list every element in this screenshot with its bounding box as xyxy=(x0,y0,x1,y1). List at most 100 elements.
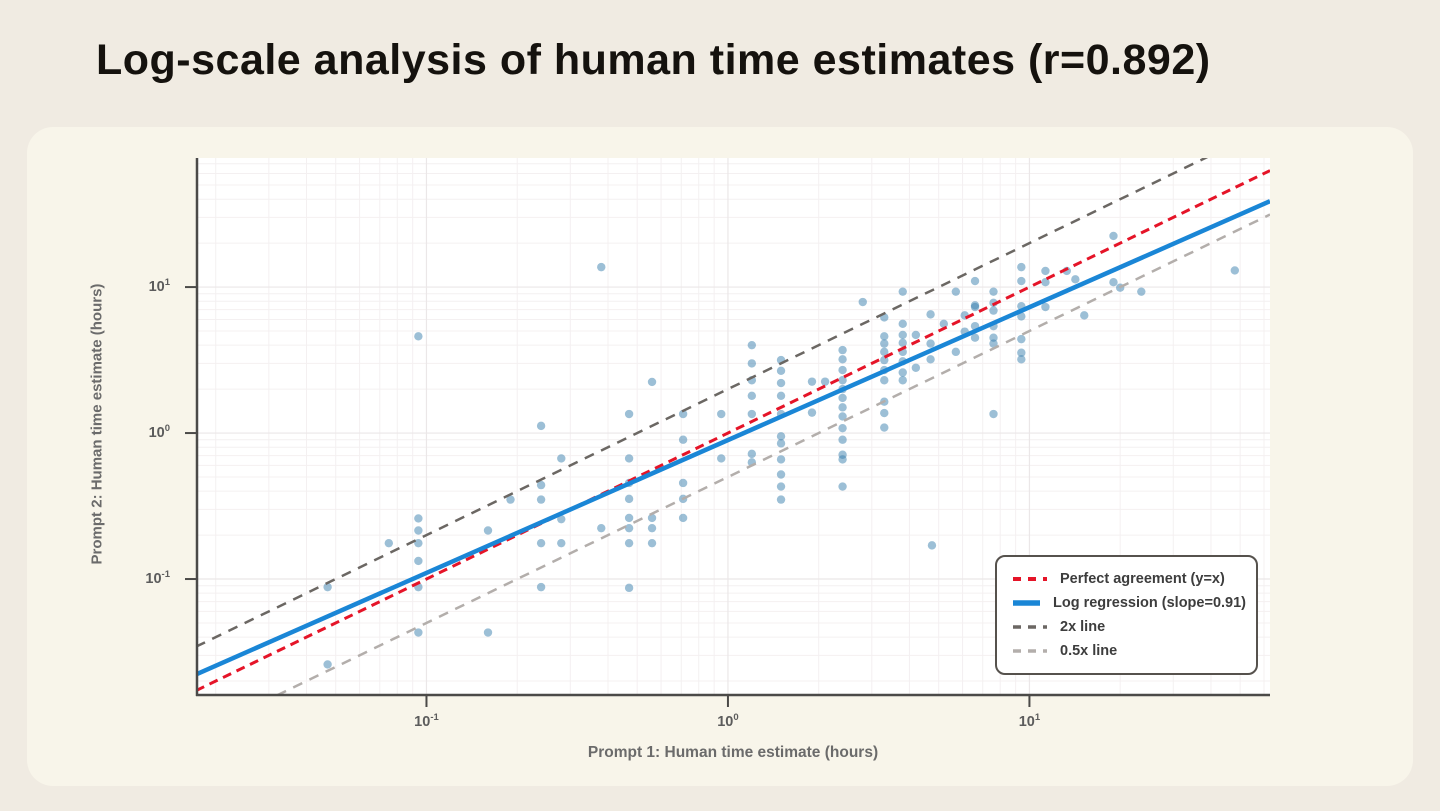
scatter-point xyxy=(1080,311,1089,320)
scatter-point xyxy=(820,377,830,386)
scatter-point xyxy=(898,330,907,340)
scatter-point xyxy=(1017,348,1026,357)
tick-exponent: 1 xyxy=(164,277,170,289)
scatter-point xyxy=(989,333,998,342)
scatter-plot xyxy=(185,158,1270,707)
double-line xyxy=(196,158,1209,648)
legend-line-swatch xyxy=(1013,625,1047,629)
scatter-point xyxy=(898,376,907,385)
tick-exponent: 1 xyxy=(1034,712,1041,723)
scatter-point xyxy=(776,366,786,375)
scatter-point xyxy=(414,556,423,566)
scatter-point xyxy=(747,449,757,459)
chart-card: Prompt 2: Human time estimate (hours) 10… xyxy=(27,127,1413,786)
scatter-point xyxy=(414,526,423,535)
scatter-point xyxy=(880,408,889,418)
legend-label: Perfect agreement (y=x) xyxy=(1060,571,1225,587)
x-tick-label: 100 xyxy=(717,712,739,730)
scatter-point xyxy=(597,523,606,533)
y-tick-label: 101 xyxy=(148,277,170,295)
scatter-point xyxy=(747,359,757,368)
scatter-point xyxy=(323,660,332,669)
scatter-point xyxy=(776,455,786,464)
legend-label: Log regression (slope=0.91) xyxy=(1053,595,1246,611)
regression-line xyxy=(196,199,1270,677)
scatter-point xyxy=(717,409,726,419)
x-axis-label: Prompt 1: Human time estimate (hours) xyxy=(587,744,879,761)
scatter-point xyxy=(624,513,634,523)
scatter-point xyxy=(506,495,515,504)
axes xyxy=(195,158,1270,697)
scatter-point xyxy=(536,582,546,592)
scatter-point xyxy=(414,628,423,637)
scatter-point xyxy=(1230,266,1240,275)
scatter-point xyxy=(838,455,847,464)
scatter-point xyxy=(1017,355,1026,364)
scatter-point xyxy=(1017,262,1026,272)
legend-label: 2x line xyxy=(1060,619,1106,635)
scatter-point xyxy=(597,262,606,272)
legend-entry: Perfect agreement (y=x) xyxy=(1013,571,1246,587)
x-tick-label: 101 xyxy=(1018,712,1041,730)
scatter-point xyxy=(747,391,757,400)
scatter-point xyxy=(838,365,847,375)
scatter-point xyxy=(838,482,847,491)
scatter-point xyxy=(536,480,546,490)
scatter-point xyxy=(776,378,786,388)
scatter-point xyxy=(678,435,688,444)
scatter-point xyxy=(951,287,961,296)
scatter-point xyxy=(624,454,634,463)
scatter-point xyxy=(926,355,935,364)
scatter-point xyxy=(647,513,657,523)
scatter-point xyxy=(926,310,935,319)
scatter-point xyxy=(557,454,566,463)
scatter-point xyxy=(838,393,847,403)
scatter-point xyxy=(624,538,634,548)
y-tick-label: 100 xyxy=(148,423,170,441)
scatter-point xyxy=(939,319,949,329)
scatter-point xyxy=(898,287,907,296)
scatter-point xyxy=(414,332,423,341)
half-line xyxy=(272,213,1270,696)
scatter-point xyxy=(989,409,998,419)
scatter-point xyxy=(898,368,907,377)
scatter-point xyxy=(776,439,786,448)
scatter-point xyxy=(557,538,566,548)
scatter-point xyxy=(384,538,394,548)
scatter-points xyxy=(323,231,1240,669)
scatter-point xyxy=(838,412,847,421)
scatter-point xyxy=(776,482,786,491)
scatter-point xyxy=(898,319,907,329)
legend-line-swatch xyxy=(1013,649,1047,653)
scatter-point xyxy=(989,306,998,315)
tick-exponent: -1 xyxy=(161,569,170,581)
scatter-point xyxy=(323,582,332,592)
legend-line-swatch xyxy=(1013,577,1047,581)
scatter-point xyxy=(989,287,998,296)
legend-line-swatch xyxy=(1013,600,1040,606)
scatter-point xyxy=(647,377,657,387)
scatter-point xyxy=(970,302,980,312)
scatter-point xyxy=(1017,312,1026,321)
scatter-point xyxy=(807,408,817,417)
scatter-point xyxy=(747,340,757,350)
scatter-point xyxy=(858,297,867,307)
scatter-point xyxy=(838,403,847,412)
scatter-point xyxy=(747,409,757,419)
scatter-point xyxy=(838,423,847,433)
scatter-point xyxy=(483,526,493,535)
scatter-point xyxy=(1137,287,1146,296)
scatter-point xyxy=(951,347,961,357)
scatter-point xyxy=(647,538,657,548)
scatter-point xyxy=(536,538,546,548)
scatter-point xyxy=(1041,302,1050,312)
scatter-point xyxy=(1109,277,1118,287)
tick-exponent: -1 xyxy=(430,712,439,723)
scatter-point xyxy=(1041,277,1050,287)
grid-minor xyxy=(196,158,1270,696)
y-axis-label: Prompt 2: Human time estimate (hours) xyxy=(88,283,106,565)
scatter-point xyxy=(880,339,889,348)
scatter-point xyxy=(1109,231,1118,241)
scatter-point xyxy=(838,435,847,444)
